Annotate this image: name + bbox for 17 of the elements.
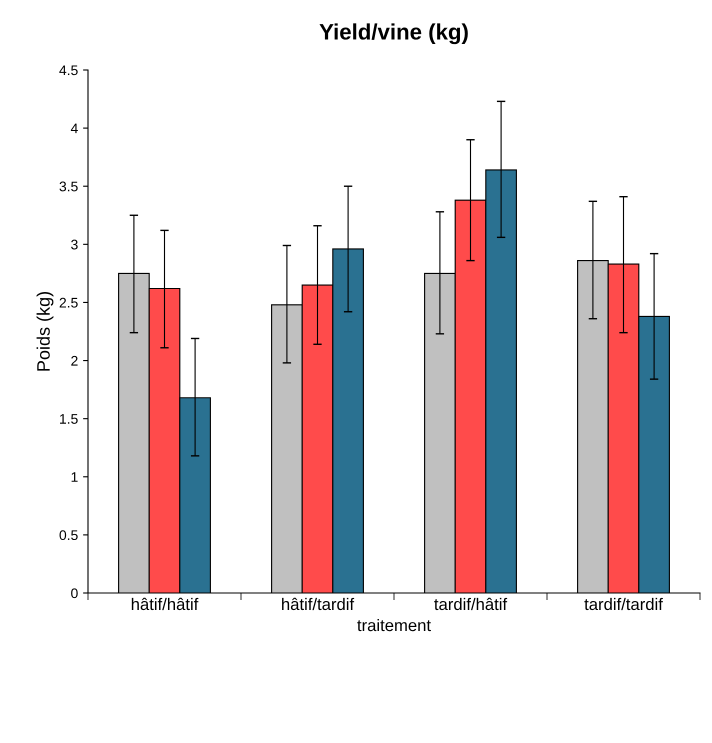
x-axis-title: traitement (357, 618, 431, 632)
y-tick-label: 0 (71, 588, 78, 598)
y-tick-label: 3 (71, 240, 78, 250)
y-tick-label: 4 (70, 124, 78, 134)
x-tick-label: hâtif/hâtif (132, 598, 198, 610)
y-tick-label: 3.5 (60, 182, 78, 192)
x-tick-label: hâtif/tardif (282, 598, 354, 610)
y-tick-label: 2 (71, 356, 78, 366)
y-axis-title: Poids (kg) (36, 292, 54, 371)
y-tick-label: 0.5 (60, 530, 78, 540)
x-tick-label: tardif/tardif (584, 598, 663, 610)
y-tick-label: 1 (72, 472, 78, 482)
x-tick-label: tardif/hâtif (434, 598, 508, 610)
y-tick-label: 1.5 (60, 414, 78, 424)
y-tick-label: 2.5 (60, 298, 78, 308)
chart-title: Yield/vine (kg) (319, 23, 468, 44)
y-tick-label: 4.5 (59, 65, 78, 76)
